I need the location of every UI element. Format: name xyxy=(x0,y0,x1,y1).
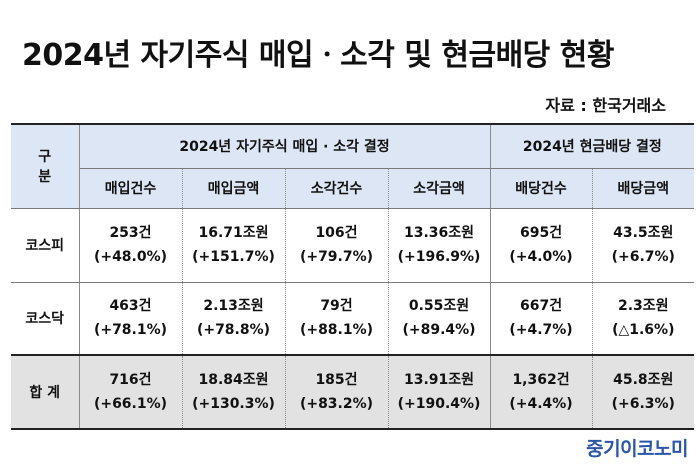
page-title: 2024년 자기주식 매입ㆍ소각 및 현금배당 현황 xyxy=(22,38,614,73)
corner-header: 구 분 xyxy=(11,123,80,209)
data-cell: 253건 (+48.0%) xyxy=(79,208,183,283)
column-header: 소각금액 xyxy=(388,168,491,209)
group-header-buyback: 2024년 자기주식 매입 · 소각 결정 xyxy=(79,123,491,169)
stats-table: 구 분 2024년 자기주식 매입 · 소각 결정 2024년 현금배당 결정 … xyxy=(11,123,695,430)
column-header-row: 매입건수 매입금액 소각건수 소각금액 배당건수 배당금액 xyxy=(11,168,695,209)
column-header: 소각건수 xyxy=(285,168,389,209)
row-label: 코스닥 xyxy=(11,282,80,356)
data-cell: 695건 (+4.0%) xyxy=(490,208,593,283)
data-cell: 1,362건 (+4.4%) xyxy=(490,355,593,430)
data-cell: 79건 (+88.1%) xyxy=(285,282,389,356)
data-cell: 667건 (+4.7%) xyxy=(490,282,593,356)
column-header: 배당건수 xyxy=(490,168,593,209)
column-header: 매입건수 xyxy=(79,168,183,209)
data-cell: 16.71조원 (+151.7%) xyxy=(182,208,286,283)
table-row: 코스닥 463건 (+78.1%) 2.13조원 (+78.8%) 79건 (+88.… xyxy=(11,282,695,356)
data-cell: 2.3조원 (△1.6%) xyxy=(592,282,695,356)
column-header: 매입금액 xyxy=(182,168,286,209)
table-row: 코스피 253건 (+48.0%) 16.71조원 (+151.7%) 106건 (+… xyxy=(11,208,695,283)
row-label: 합 계 xyxy=(11,355,80,430)
data-cell: 463건 (+78.1%) xyxy=(79,282,183,356)
column-header: 배당금액 xyxy=(592,168,695,209)
data-cell: 185건 (+83.2%) xyxy=(285,355,389,430)
data-cell: 106건 (+79.7%) xyxy=(285,208,389,283)
data-cell: 0.55조원 (+89.4%) xyxy=(388,282,491,356)
header-group-row: 구 분 2024년 자기주식 매입 · 소각 결정 2024년 현금배당 결정 xyxy=(11,123,695,209)
data-cell: 716건 (+66.1%) xyxy=(79,355,183,430)
total-row: 합 계 716건 (+66.1%) 18.84조원 (+130.3%) 185건 (+… xyxy=(11,355,695,430)
brand-logo: 중기이코노미 xyxy=(586,438,688,460)
data-cell: 2.13조원 (+78.8%) xyxy=(182,282,286,356)
row-label: 코스피 xyxy=(11,208,80,283)
data-cell: 45.8조원 (+6.3%) xyxy=(592,355,695,430)
data-cell: 18.84조원 (+130.3%) xyxy=(182,355,286,430)
group-header-dividend: 2024년 현금배당 결정 xyxy=(490,123,695,169)
data-cell: 43.5조원 (+6.7%) xyxy=(592,208,695,283)
source-note: 자료 : 한국거래소 xyxy=(545,96,666,115)
data-cell: 13.91조원 (+190.4%) xyxy=(388,355,491,430)
data-cell: 13.36조원 (+196.9%) xyxy=(388,208,491,283)
